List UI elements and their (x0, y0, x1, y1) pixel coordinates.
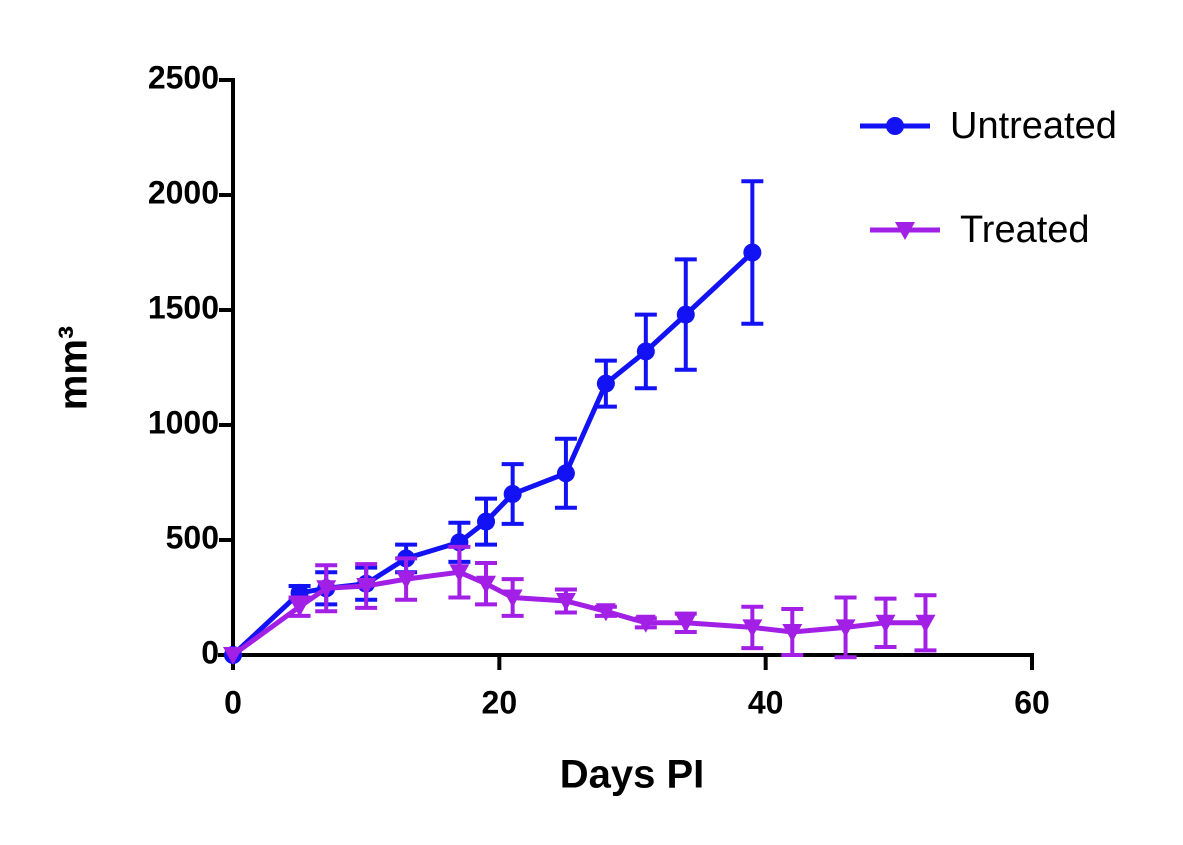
point (396, 571, 417, 590)
point (595, 603, 616, 622)
point (895, 222, 915, 240)
point (886, 117, 904, 135)
point (289, 598, 310, 617)
x-tick-label: 60 (1014, 684, 1050, 720)
point (503, 485, 522, 503)
point (596, 374, 615, 393)
point (835, 619, 856, 638)
point (556, 464, 575, 483)
y-tick-label: 1500 (148, 289, 219, 325)
y-tick-label: 0 (201, 634, 219, 670)
y-tick-label: 2000 (148, 174, 219, 210)
point (676, 305, 695, 324)
y-tick-label: 1000 (148, 404, 219, 440)
point (782, 624, 803, 642)
point (502, 589, 523, 608)
point (635, 614, 656, 633)
point (555, 592, 576, 611)
point (743, 243, 762, 262)
point (636, 342, 655, 361)
x-tick-label: 0 (224, 684, 242, 720)
point (356, 578, 377, 596)
legend-label: Untreated (950, 105, 1117, 147)
point (742, 619, 763, 638)
point (316, 580, 337, 599)
legend-label: Treated (960, 209, 1090, 251)
x-axis-label: Days PI (560, 753, 705, 797)
point (675, 614, 696, 633)
y-tick-label: 2500 (148, 59, 219, 95)
point (476, 575, 497, 594)
y-axis-label: mm³ (52, 326, 96, 410)
point (449, 564, 470, 583)
point (875, 614, 896, 633)
point (223, 647, 243, 665)
point (915, 614, 936, 633)
x-tick-label: 40 (748, 684, 784, 720)
series-line (231, 250, 755, 657)
x-tick-label: 20 (482, 684, 518, 720)
y-tick-label: 500 (166, 519, 219, 555)
point (477, 512, 496, 531)
